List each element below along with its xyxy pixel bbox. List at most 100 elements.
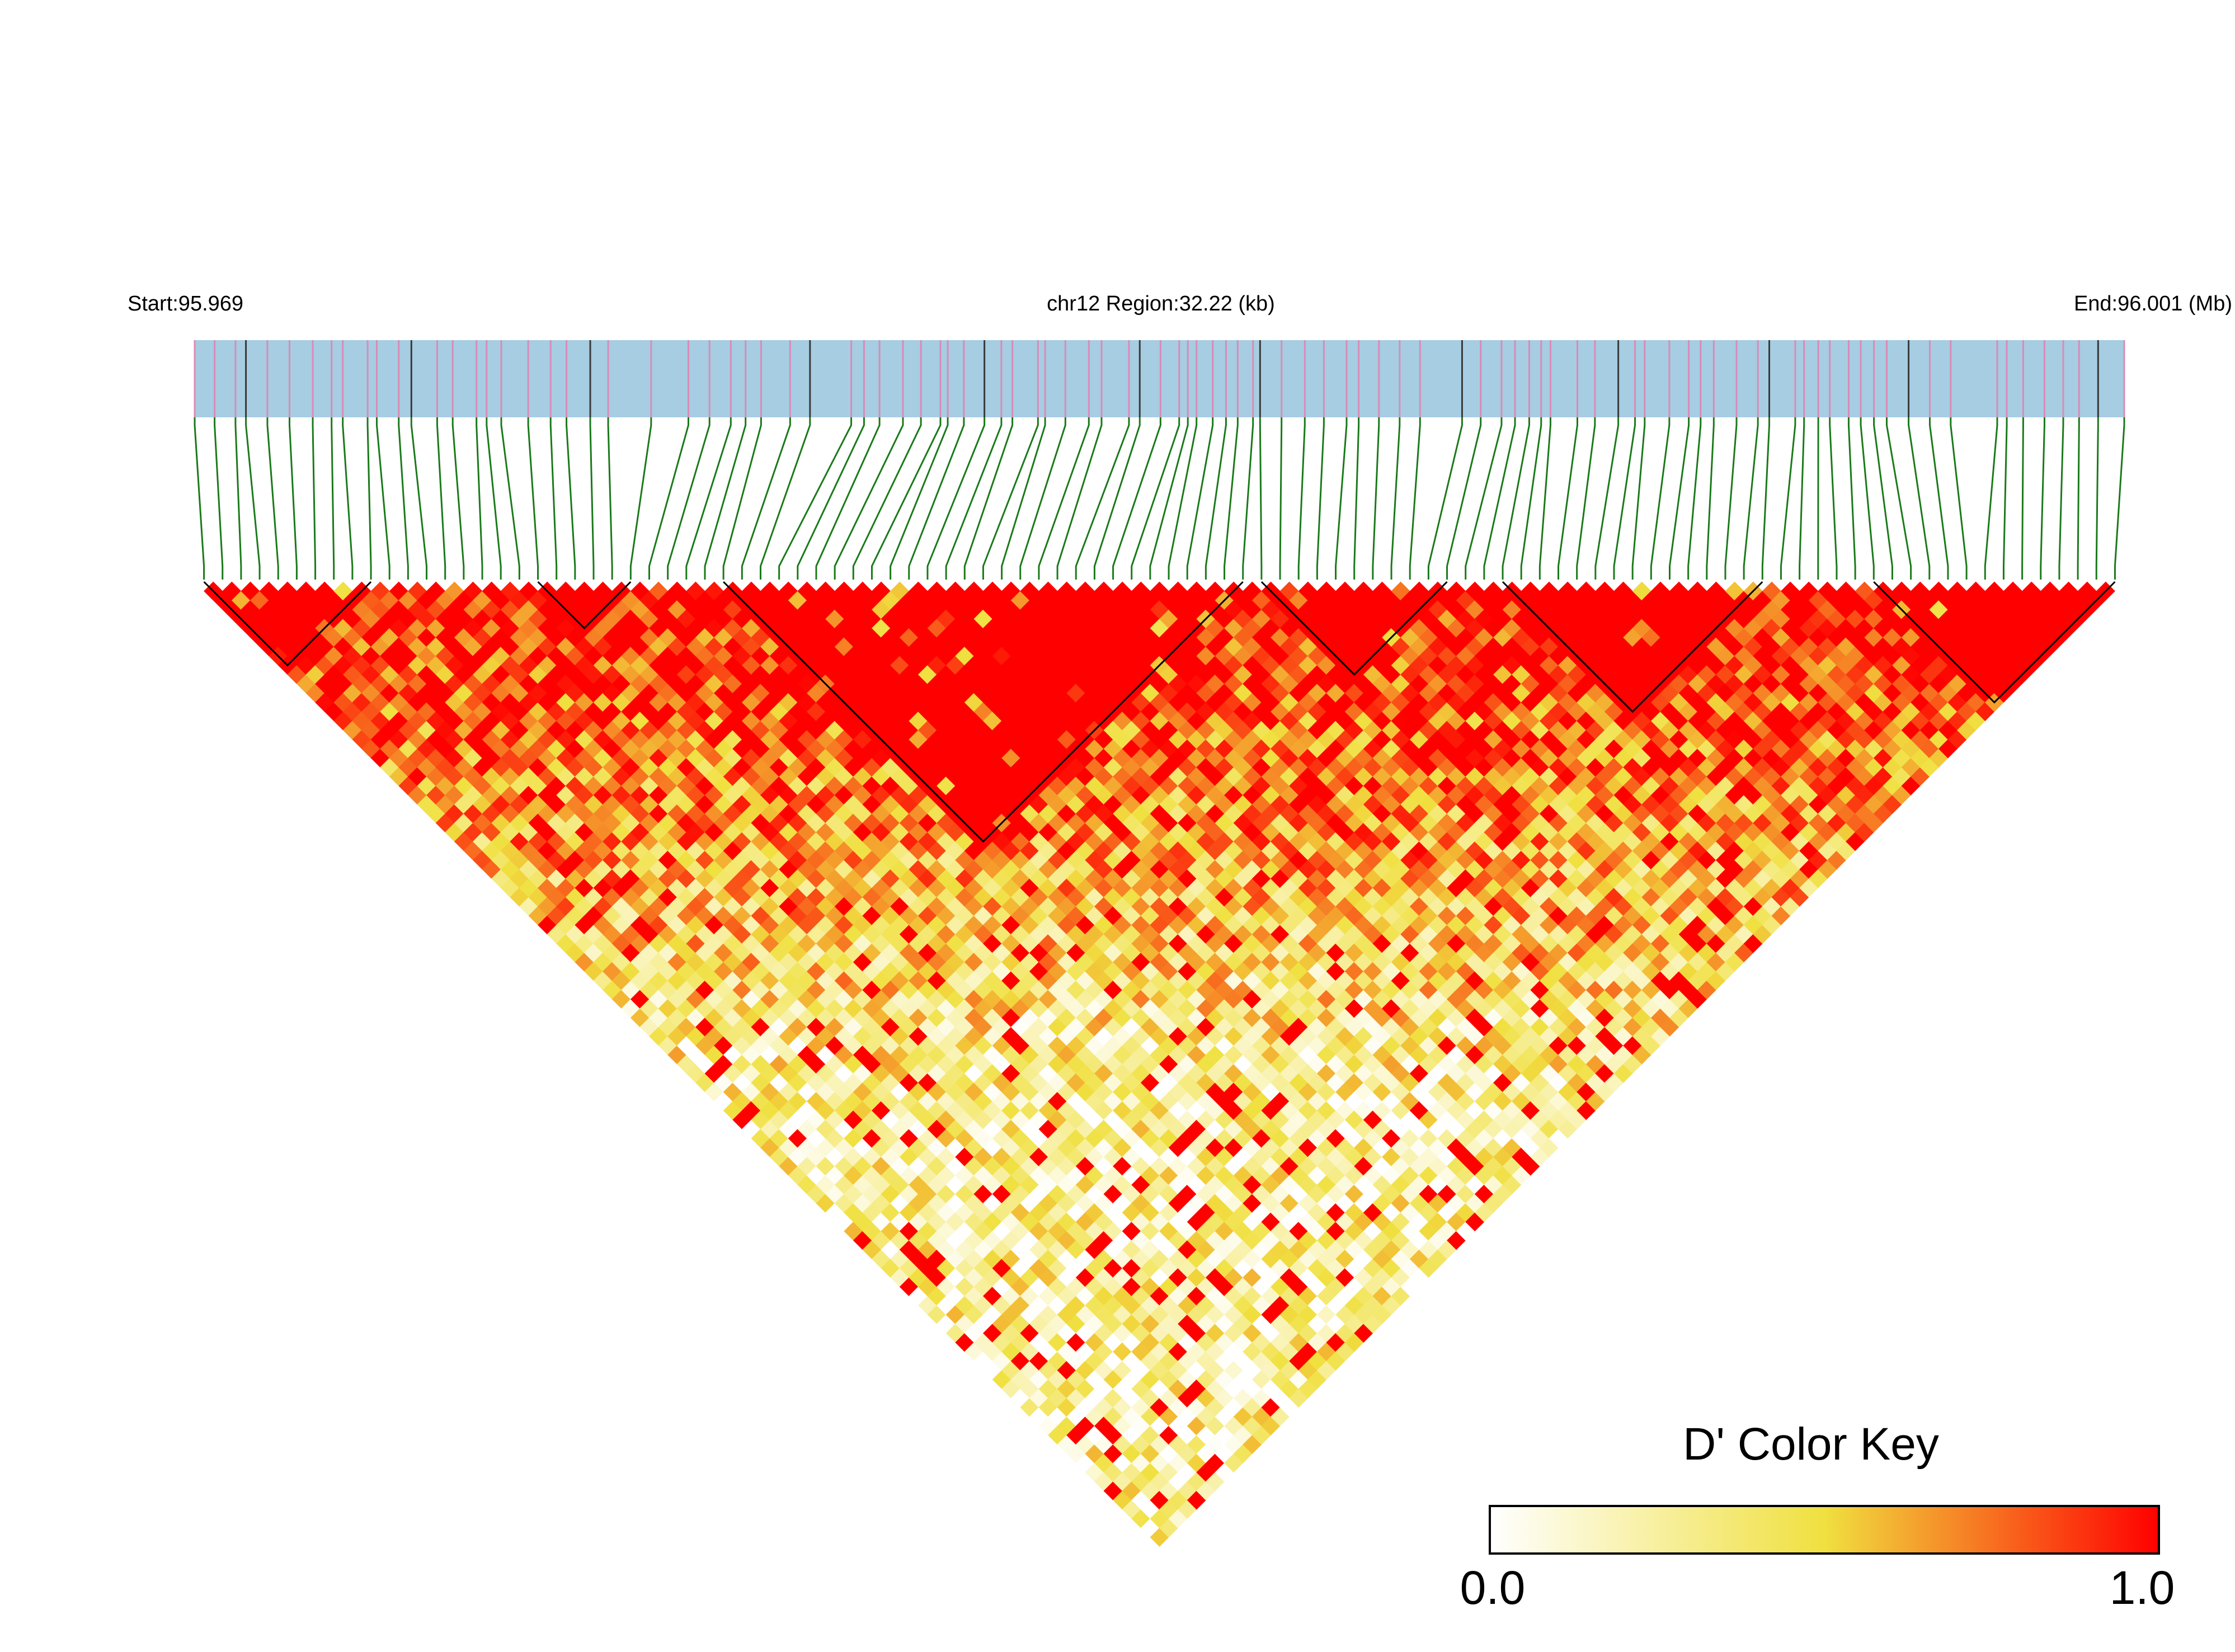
snp-connector [1724, 417, 1738, 580]
snp-connector [704, 417, 747, 580]
snp-connector [1168, 417, 1198, 580]
snp-connector [500, 417, 520, 580]
snp-connector [331, 417, 335, 580]
snp-connector [342, 417, 354, 580]
snp-connector [2058, 417, 2064, 580]
snp-connector [1001, 417, 1046, 580]
snp-connector [1335, 417, 1348, 580]
snp-connector [1038, 417, 1090, 580]
snp-connector [1465, 417, 1503, 580]
snp-connector [1885, 417, 1912, 580]
snp-connector [1019, 417, 1066, 580]
snp-connector [1112, 417, 1161, 580]
snp-connector [2021, 417, 2024, 580]
snp-connector [1372, 417, 1380, 580]
snp-connector [1242, 417, 1254, 580]
snp-connector [1316, 417, 1325, 580]
snp-connector [1427, 417, 1463, 580]
snp-connector [1353, 417, 1360, 580]
snp-connector [1594, 417, 1620, 580]
snp-connector [1520, 417, 1542, 580]
snp-connector [871, 417, 942, 580]
snp-connector [926, 417, 986, 580]
snp-connector [778, 417, 853, 580]
snp-connector [2040, 417, 2045, 580]
snp-connector [1780, 417, 1796, 580]
snp-connector [1093, 417, 1141, 580]
snp-connector [1224, 417, 1239, 580]
snp-connector [1204, 417, 1227, 580]
snp-connector [194, 417, 205, 580]
snp-connector [1829, 417, 1838, 580]
snp-connector [759, 417, 811, 580]
snp-connector [908, 417, 965, 580]
snp-connector [1259, 417, 1263, 580]
snp-connector-lines [194, 417, 2125, 580]
snp-connector [266, 417, 279, 580]
snp-connector [629, 417, 652, 580]
snp-connector [234, 417, 242, 580]
snp-connector [1928, 417, 1949, 580]
snp-connector [982, 417, 1039, 580]
snp-connector [722, 417, 762, 580]
snp-connector [797, 417, 865, 580]
snp-connector [1984, 417, 1998, 580]
snp-connector [607, 417, 613, 580]
snp-connector [1409, 417, 1421, 580]
snp-connector [1279, 417, 1283, 580]
snp-connector [1761, 417, 1771, 580]
snp-connector [1908, 417, 1931, 580]
snp-connector [1650, 417, 1671, 580]
snp-connector [1149, 417, 1189, 580]
snp-connector [1706, 417, 1715, 580]
snp-connector [566, 417, 576, 580]
snp-connector [366, 417, 372, 580]
ld-heatmap [204, 581, 2115, 1547]
snp-connector [1847, 417, 1856, 580]
snp-connector [1668, 417, 1690, 580]
snp-connector [685, 417, 732, 580]
snp-connector [2114, 417, 2125, 580]
snp-connector [2002, 417, 2008, 580]
snp-connector [963, 417, 1014, 580]
snp-connector [890, 417, 949, 580]
snp-connector [1576, 417, 1596, 580]
snp-connector [312, 417, 317, 580]
snp-connector [1799, 417, 1805, 580]
snp-connector [375, 417, 390, 580]
snp-connector [398, 417, 409, 580]
snp-connector [2095, 417, 2099, 580]
snp-connector [1613, 417, 1636, 580]
snp-connector [549, 417, 558, 580]
snp-connector [1056, 417, 1103, 580]
snp-connector [288, 417, 298, 580]
snp-connector [451, 417, 465, 580]
snp-position-ticks [194, 340, 2125, 417]
snp-connector [214, 417, 224, 580]
snp-connector [945, 417, 1003, 580]
snp-connector [1297, 417, 1306, 580]
snp-connector [1873, 417, 1893, 580]
snp-connector [1687, 417, 1702, 580]
snp-connector [589, 417, 595, 580]
snp-connector [1950, 417, 1968, 580]
snp-connector [1538, 417, 1551, 580]
snp-connector [815, 417, 881, 580]
snp-connector [436, 417, 446, 580]
snp-connector [410, 417, 428, 580]
snp-connector [1502, 417, 1530, 580]
snp-connector [1860, 417, 1875, 580]
snp-connector [527, 417, 539, 580]
snp-connector [1186, 417, 1214, 580]
snp-connector [486, 417, 502, 580]
snp-connector [1390, 417, 1401, 580]
snp-connector [667, 417, 711, 580]
snp-connector [476, 417, 483, 580]
snp-connector [648, 417, 689, 580]
snp-connector [1743, 417, 1759, 580]
snp-connector [1075, 417, 1130, 580]
snp-connector [1631, 417, 1646, 580]
snp-connector [1483, 417, 1516, 580]
snp-connector [245, 417, 261, 580]
